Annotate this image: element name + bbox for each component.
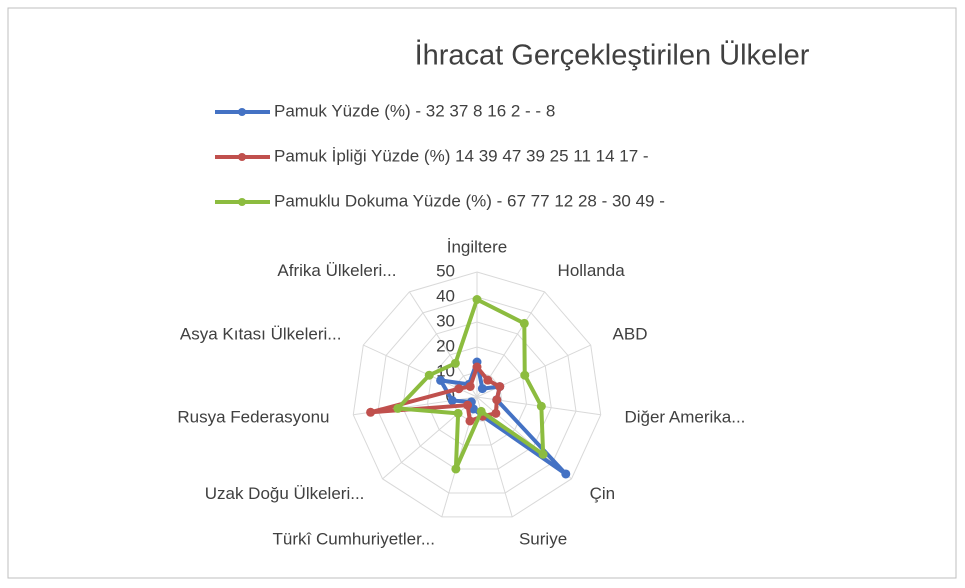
category-label: Türkî Cumhuriyetler... xyxy=(273,529,436,548)
chart-title: İhracat Gerçekleştirilen Ülkeler xyxy=(415,39,810,72)
series-marker xyxy=(453,408,463,418)
legend-label: Pamuk Yüzde (%) - 32 37 8 16 2 - - 8 xyxy=(274,101,555,120)
series-marker xyxy=(366,407,376,417)
series-marker xyxy=(472,295,482,304)
series-marker xyxy=(472,362,482,372)
legend-marker xyxy=(238,153,246,161)
category-label: Suriye xyxy=(519,529,567,548)
legend-marker xyxy=(238,198,246,206)
legend-label: Pamuklu Dokuma Yüzde (%) - 67 77 12 28 -… xyxy=(274,191,665,210)
category-label: Asya Kıtası Ülkeleri... xyxy=(180,325,342,344)
category-label: Diğer Amerika... xyxy=(624,408,745,427)
spoke xyxy=(408,291,478,398)
series-marker xyxy=(424,370,434,380)
grid-ring xyxy=(377,296,577,494)
series-marker xyxy=(454,384,464,394)
category-label: İngiltere xyxy=(447,237,507,256)
series-marker xyxy=(465,416,475,426)
series-line xyxy=(395,297,546,471)
series-marker xyxy=(436,375,446,385)
series-marker xyxy=(491,408,501,418)
r-tick-label: 20 xyxy=(436,336,455,355)
series-marker xyxy=(483,375,493,385)
r-tick-label: 50 xyxy=(436,261,455,280)
series-marker xyxy=(561,469,571,479)
series-marker xyxy=(520,370,530,380)
series-marker xyxy=(536,401,546,411)
legend-label: Pamuk İpliği Yüzde (%) 14 39 47 39 25 11… xyxy=(274,146,649,165)
series-marker xyxy=(393,403,403,413)
series-marker xyxy=(519,318,529,328)
category-label: Afrika Ülkeleri... xyxy=(277,261,396,280)
category-label: Hollanda xyxy=(558,261,626,280)
series-marker xyxy=(492,395,502,405)
series-marker xyxy=(451,464,461,474)
series-marker xyxy=(476,406,486,416)
series-marker xyxy=(538,449,548,459)
r-tick-label: 30 xyxy=(436,311,455,330)
series-marker xyxy=(477,384,487,394)
grid-ring xyxy=(352,271,602,518)
r-tick-label: 40 xyxy=(436,286,455,305)
category-label: Uzak Doğu Ülkeleri... xyxy=(205,484,365,503)
series-marker xyxy=(495,382,505,392)
category-label: ABD xyxy=(613,325,648,344)
series-marker xyxy=(450,358,460,368)
grid-ring xyxy=(402,321,552,470)
category-label: Çin xyxy=(590,484,616,503)
chart-frame xyxy=(7,7,957,579)
legend-marker xyxy=(238,108,246,116)
series-marker xyxy=(447,396,457,406)
series-marker xyxy=(463,400,473,410)
series-marker xyxy=(465,381,475,391)
category-label: Rusya Federasyonu xyxy=(177,408,329,427)
